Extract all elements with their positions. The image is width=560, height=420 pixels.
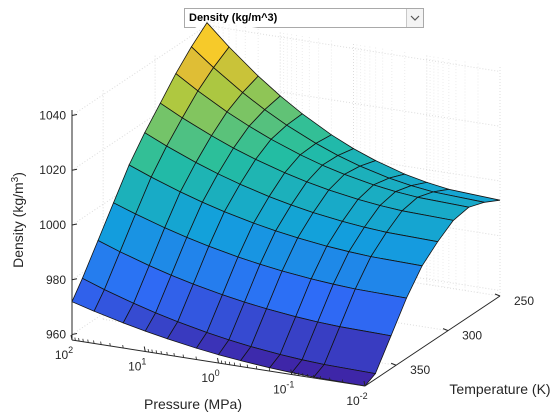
x-tick-label: 10-1 bbox=[273, 380, 294, 397]
y-axis-label: Temperature (K) bbox=[449, 381, 550, 397]
z-tick-label: 1020 bbox=[39, 163, 66, 177]
x-tick-label: 101 bbox=[128, 357, 146, 374]
y-tick-label: 250 bbox=[514, 294, 534, 308]
x-axis-label: Pressure (MPa) bbox=[144, 396, 242, 412]
z-tick-label: 1040 bbox=[39, 108, 66, 122]
y-tick-label: 300 bbox=[462, 329, 482, 343]
z-tick-label: 1000 bbox=[39, 218, 66, 232]
z-tick-label: 980 bbox=[46, 273, 66, 287]
axes-ticks: 960 980 1000 1020 1040 102 101 100 10-1 10-2 250 30… bbox=[39, 108, 534, 408]
x-tick-label: 10-2 bbox=[346, 391, 367, 408]
x-tick-label: 102 bbox=[55, 345, 73, 362]
y-tick-label: 350 bbox=[410, 363, 430, 377]
z-axis-label: Density (kg/m3) bbox=[10, 172, 26, 268]
density-surface bbox=[71, 22, 501, 387]
x-tick-label: 100 bbox=[201, 368, 219, 385]
z-tick-label: 960 bbox=[46, 328, 66, 342]
chevron-down-icon[interactable] bbox=[406, 9, 423, 27]
variable-dropdown[interactable]: Density (kg/m^3) bbox=[184, 8, 424, 28]
